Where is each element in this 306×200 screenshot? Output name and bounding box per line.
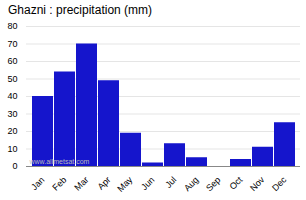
svg-text:Jan: Jan [29,175,46,192]
svg-text:Sep: Sep [204,175,222,193]
svg-text:www.allmetsat.com: www.allmetsat.com [29,158,90,165]
svg-text:0: 0 [12,161,17,171]
svg-text:Apr: Apr [95,175,112,192]
svg-text:10: 10 [7,144,17,154]
html-text:Ghazni : precipitation (mm): Ghazni : precipitation (mm) [8,3,152,17]
svg-text:Oct: Oct [227,174,244,191]
svg-text:20: 20 [7,126,17,136]
svg-text:30: 30 [7,109,17,119]
svg-text:60: 60 [7,56,17,66]
svg-text:Jul: Jul [163,175,178,190]
svg-text:May: May [115,174,134,193]
svg-text:40: 40 [7,91,17,101]
svg-text:50: 50 [7,74,17,84]
svg-text:Feb: Feb [50,175,68,193]
svg-text:Nov: Nov [248,174,267,193]
svg-text:70: 70 [7,39,17,49]
svg-text:Aug: Aug [182,175,200,193]
svg-text:Dec: Dec [270,174,289,193]
svg-text:80: 80 [7,21,17,31]
svg-text:Jun: Jun [139,175,156,192]
svg-text:Mar: Mar [72,175,90,193]
